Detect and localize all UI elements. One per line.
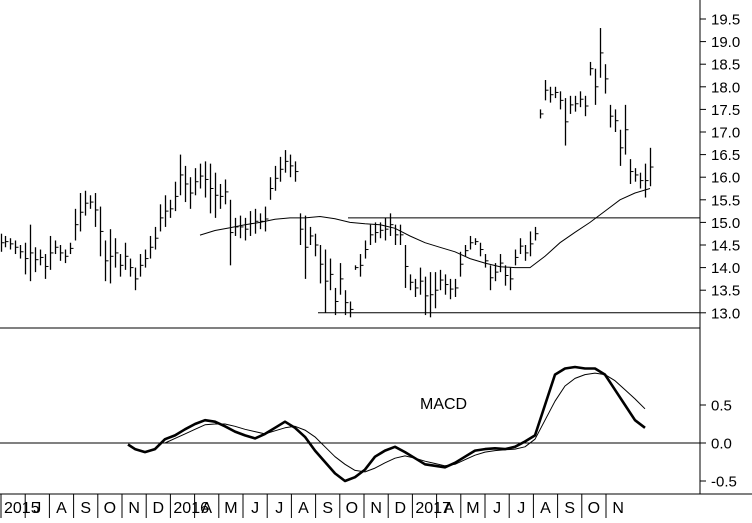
- x-axis-label: 2015: [4, 500, 40, 517]
- x-axis-label: A: [201, 500, 212, 517]
- x-axis-label: A: [56, 500, 67, 517]
- price-y-tick-label: 13.0: [711, 305, 740, 322]
- price-y-tick-label: 16.5: [711, 147, 740, 164]
- moving-average-line: [199, 188, 651, 269]
- x-axis-label: J: [275, 500, 283, 517]
- x-axis-label: N: [612, 500, 624, 517]
- x-axis-label: S: [80, 500, 91, 517]
- price-y-tick-label: 14.5: [711, 238, 740, 255]
- price-y-tick-label: 14.0: [711, 260, 740, 277]
- macd-panel: 0.5 0.0 -0.5: [0, 365, 737, 491]
- x-axis-label: A: [443, 500, 454, 517]
- x-axis-label: O: [104, 500, 116, 517]
- macd-title: MACD: [420, 396, 467, 413]
- price-y-tick-label: 13.5: [711, 283, 740, 300]
- x-axis-label: J: [493, 500, 501, 517]
- x-axis-label: N: [128, 500, 140, 517]
- x-axis-label: A: [540, 500, 551, 517]
- x-axis-label: N: [370, 500, 382, 517]
- x-axis-label: 2016: [173, 500, 209, 517]
- price-y-tick-label: 15.0: [711, 215, 740, 232]
- price-y-tick-label: 19.0: [711, 34, 740, 51]
- price-y-tick-label: 17.0: [711, 125, 740, 142]
- price-panel: 19.5 19.0 18.5 18.0 17.5 17.0 16.5 16.0 15.5 15.0…: [0, 12, 740, 322]
- price-y-tick-label: 16.0: [711, 170, 740, 187]
- x-axis-label: A: [298, 500, 309, 517]
- macd-y-tick-label: 0.0: [711, 436, 732, 453]
- macd-line: [127, 365, 646, 483]
- price-y-tick-label: 18.0: [711, 79, 740, 96]
- x-axis-label: 2017: [415, 500, 451, 517]
- price-y-tick-label: 19.5: [711, 12, 740, 29]
- macd-y-tick-label: -0.5: [711, 474, 737, 491]
- x-axis-label: J: [251, 500, 259, 517]
- macd-y-tick-label: 0.5: [711, 398, 732, 415]
- x-axis-label: J: [517, 500, 525, 517]
- x-axis-label: D: [395, 500, 407, 517]
- macd-signal-line: [164, 372, 646, 473]
- x-axis-label: M: [466, 500, 479, 517]
- x-axis-label: S: [564, 500, 575, 517]
- x-axis-label: J: [33, 500, 41, 517]
- x-axis-label: D: [153, 500, 165, 517]
- x-axis-label: S: [322, 500, 333, 517]
- price-y-tick-label: 18.5: [711, 57, 740, 74]
- x-axis-label: O: [346, 500, 358, 517]
- price-y-tick-label: 17.5: [711, 102, 740, 119]
- x-axis-label: M: [224, 500, 237, 517]
- price-y-tick-label: 15.5: [711, 192, 740, 209]
- x-axis-label: O: [588, 500, 600, 517]
